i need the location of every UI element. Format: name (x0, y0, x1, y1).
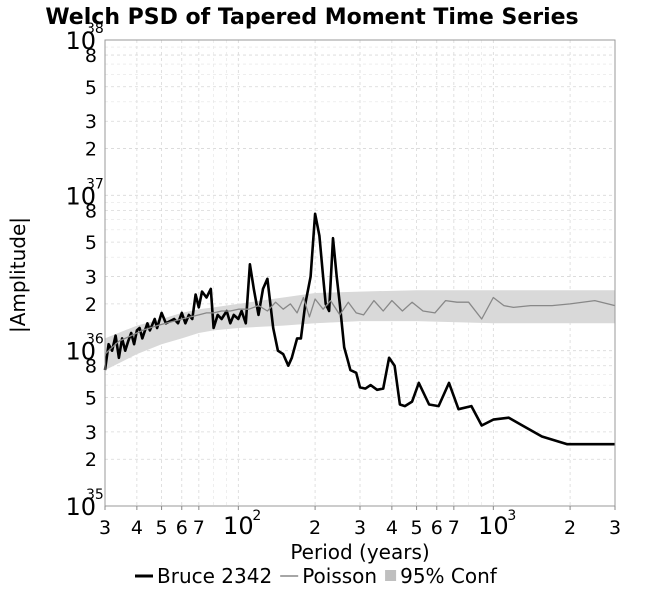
x-tick-exponent: 2 (252, 508, 261, 524)
legend-swatch-conf (385, 570, 397, 581)
x-tick-label: 4 (131, 517, 143, 539)
y-tick-label: 10 (65, 182, 96, 210)
x-tick-label: 2 (564, 517, 576, 539)
legend-label: 95% Conf (400, 564, 498, 588)
series-line-bruce (103, 212, 615, 446)
x-tick-label: 5 (156, 517, 168, 539)
y-tick-label: 8 (85, 45, 97, 67)
x-tick-label: 3 (354, 517, 366, 539)
y-tick-exponent: 37 (86, 176, 104, 192)
y-tick-label: 2 (85, 139, 97, 161)
x-tick-label: 2 (309, 517, 321, 539)
x-tick-label: 4 (386, 517, 398, 539)
legend: Bruce 2342 Poisson 95% Conf (135, 564, 498, 588)
y-tick-label: 10 (65, 493, 96, 521)
y-tick-label: 5 (85, 232, 97, 254)
x-tick-label: 6 (176, 517, 188, 539)
y-tick-label: 2 (85, 294, 97, 316)
y-tick-label: 10 (65, 338, 96, 366)
x-tick-label: 3 (609, 517, 621, 539)
x-tick-label: 10 (478, 512, 509, 540)
x-tick-label: 5 (411, 517, 423, 539)
y-tick-label: 3 (85, 267, 97, 289)
x-tick-label: 3 (99, 517, 111, 539)
y-tick-label: 5 (85, 387, 97, 409)
y-tick-label: 8 (85, 356, 97, 378)
chart-title: Welch PSD of Tapered Moment Time Series (45, 5, 578, 30)
y-tick-label: 3 (85, 422, 97, 444)
series-line-poisson (104, 296, 616, 355)
y-axis-label: |Amplitude| (6, 217, 30, 333)
x-tick-label: 7 (193, 517, 205, 539)
y-tick-exponent: 36 (86, 332, 104, 348)
legend-label: Poisson (302, 564, 377, 588)
y-tick-label: 10 (65, 27, 96, 55)
x-tick-label: 10 (223, 512, 254, 540)
x-tick-label: 6 (431, 517, 443, 539)
x-tick-label: 7 (448, 517, 460, 539)
legend-label: Bruce 2342 (157, 564, 272, 588)
x-axis-label: Period (years) (290, 540, 429, 564)
y-tick-exponent: 38 (86, 21, 104, 37)
y-tick-label: 8 (85, 200, 97, 222)
x-tick-exponent: 3 (507, 508, 516, 524)
y-tick-label: 3 (85, 111, 97, 133)
y-tick-label: 2 (85, 449, 97, 471)
y-tick-label: 5 (85, 77, 97, 99)
y-tick-exponent: 35 (86, 487, 104, 503)
